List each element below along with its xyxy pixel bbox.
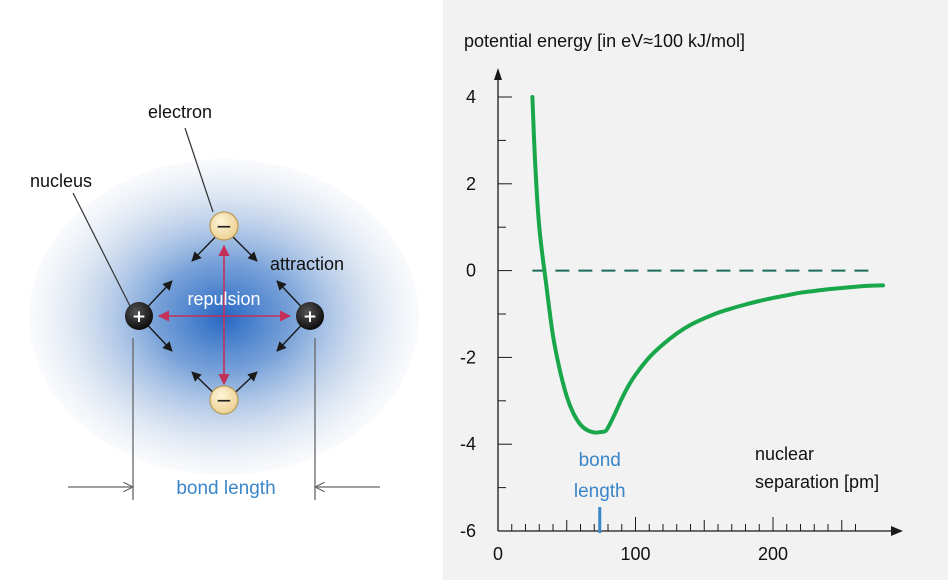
x-tick-label: 100 [620,544,650,564]
bond-length-label: bond length [176,478,275,499]
potential-energy-chart: potential energy [in eV≈100 kJ/mol] 420-… [460,31,903,564]
electron-label: electron [148,102,212,122]
electron-top: − [209,211,239,241]
nucleus-left: + [125,302,153,330]
x-tick-label: 200 [758,544,788,564]
y-tick-label: -6 [460,521,476,541]
x-axis-arrow-icon [891,526,903,536]
nucleus-label: nucleus [30,171,92,191]
minus-symbol: − [216,388,233,412]
y-tick-label: -2 [460,347,476,367]
nucleus-right: + [296,302,324,330]
potential-energy-curve [530,95,885,435]
minus-symbol: − [216,214,233,238]
bond-diagram: − − + + electron nucleus attraction repu… [29,102,419,500]
electron-bottom: − [209,385,239,415]
plus-symbol: + [132,307,146,327]
bond-length-marker-label-line-2: length [574,481,626,502]
x-axis-label-line-1: nuclear [755,444,814,464]
chart-title: potential energy [in eV≈100 kJ/mol] [464,31,745,51]
repulsion-label: repulsion [187,289,260,309]
y-tick-label: 4 [466,87,476,107]
y-axis-arrow-icon [494,68,502,80]
y-tick-label: -4 [460,434,476,454]
curve-group [530,95,885,435]
x-tick-label: 0 [493,544,503,564]
axes: 4 2 0 -2 -4 -6 0 100 200 [460,68,903,564]
plus-symbol: + [303,307,317,327]
nucleus-leader-line [72,192,132,309]
bond-length-marker-group: bond length [574,450,626,533]
plot-panel [443,0,948,580]
y-tick-label: 0 [466,261,476,281]
y-tick-label: 2 [466,174,476,194]
bond-length-marker-label-line-1: bond [579,450,621,471]
attraction-label: attraction [270,254,344,274]
repulsion-arrows [157,244,292,386]
x-axis-label-line-2: separation [pm] [755,472,879,492]
electron-leader-line [184,127,214,213]
